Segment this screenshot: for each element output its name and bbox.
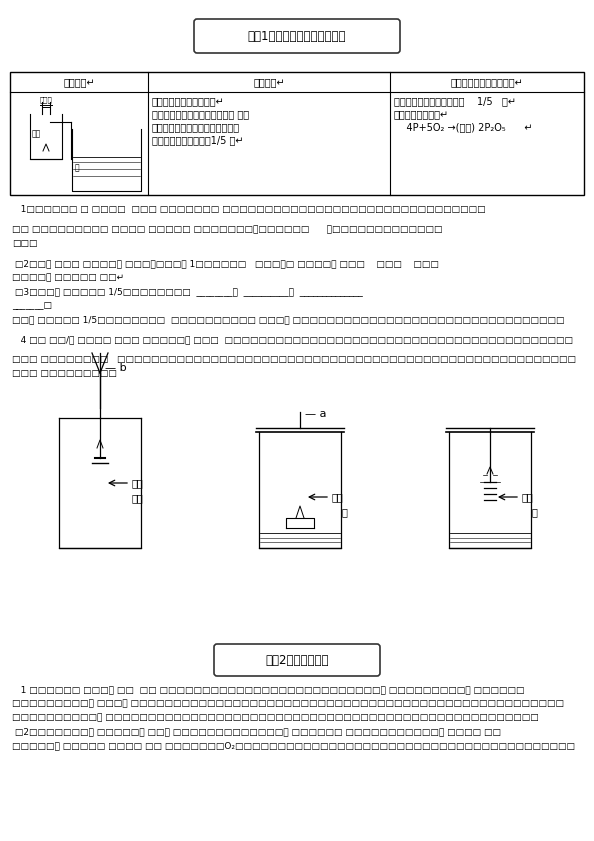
Text: □□□ □□□□□□□□   □□□□□□□□□□□□□□□□□□□□□□□□□□□□□□□□□□□□□□□□□□□□□□□□□□□□□□: □□□ □□□□□□□□ □□□□□□□□□□□□□□□□□□□□□□□□□□□… xyxy=(12,355,576,364)
Text: 1 □□□□□□ □□□（ □□  □□ □□□□□□□□□□□□□□□□□□□□□□□□□□（ □□□□□□□□□（ □□□□□□: 1 □□□□□□ □□□（ □□ □□ □□□□□□□□□□□□□□□□□□□□… xyxy=(12,685,525,694)
Text: 铁: 铁 xyxy=(532,507,538,517)
Text: □□□□□□□□□（ □□□（ □□□□□□□□□□□□□□□□□□□□□□□□□□□□□□□□□□□□□□□□□□□□□□□□□□□: □□□□□□□□□（ □□□（ □□□□□□□□□□□□□□□□□□□□□□□□… xyxy=(12,699,564,708)
Text: 红磷燃烧产生大量白烟；↵: 红磷燃烧产生大量白烟；↵ xyxy=(152,96,225,106)
Text: 氧气: 氧气 xyxy=(332,492,344,502)
Text: 占集气瓶中空气体积的1/5 。↵: 占集气瓶中空气体积的1/5 。↵ xyxy=(152,135,244,145)
FancyBboxPatch shape xyxy=(194,19,400,53)
Text: 实验1：测定空气中氧气的含量: 实验1：测定空气中氧气的含量 xyxy=(248,29,346,43)
Text: 反应的化学方式：↵: 反应的化学方式：↵ xyxy=(394,109,449,119)
Text: 木炭: 木炭 xyxy=(132,493,144,503)
Text: □□（ □□□□□ 1/5□□□□□□□□  □□□□□□□□□□ □□□（ □□□□□□□□□□□□□□□□□□□□□□□□□□□□□□□□: □□（ □□□□□ 1/5□□□□□□□□ □□□□□□□□□□ □□□（ □□… xyxy=(12,315,564,324)
Text: _______□: _______□ xyxy=(12,301,52,310)
Text: 氧气: 氧气 xyxy=(522,492,534,502)
Text: □□□□□（ □□□□□ □□□□ □□ □□□□□□□O₂□□□□□□□□□□□□□□□□□□□□□□□□□□□□□□□□□□□□□□□□: □□□□□（ □□□□□ □□□□ □□ □□□□□□□O₂□□□□□□□□□□… xyxy=(12,741,575,750)
Text: 4P+5O₂ →(点燃) 2P₂O₅      ↵: 4P+5O₂ →(点燃) 2P₂O₅ ↵ xyxy=(394,122,532,132)
Text: □□□: □□□ xyxy=(12,239,37,248)
Text: 实验结论及反应的表达式↵: 实验结论及反应的表达式↵ xyxy=(451,77,523,87)
Text: □□□□□□□□□□（ □□□□□□□□□□□□□□□□□□□□□□□□□□□□□□□□□□□□□□□□□□□□□□□□□□□: □□□□□□□□□□（ □□□□□□□□□□□□□□□□□□□□□□□□□□□□… xyxy=(12,713,539,722)
Text: □□ □□□□□□□□□ □□□□ □□□□□ □□□□□□□（□□□□□□      （□□□□□□□□□□□□□: □□ □□□□□□□□□ □□□□ □□□□□ □□□□□□□（□□□□□□ （… xyxy=(12,225,443,234)
Text: 水: 水 xyxy=(75,163,80,172)
Text: □□□ □□□□□□□□□: □□□ □□□□□□□□□ xyxy=(12,369,117,378)
Text: 硫: 硫 xyxy=(342,507,348,517)
Text: □2□□（ □□□ □□□□（ □□□（□□□（ 1□□□□□□   □□□（□ □□□□（ □□□    □□□    □□□: □2□□（ □□□ □□□□（ □□□（□□□（ 1□□□□□□ □□□（□ □… xyxy=(12,259,439,268)
Text: 氧气: 氧气 xyxy=(132,478,144,488)
Text: □□□□（ □□□□□ □□↵: □□□□（ □□□□□ □□↵ xyxy=(12,273,124,282)
Text: 实验2：氧气的制备: 实验2：氧气的制备 xyxy=(266,653,328,667)
Text: □2□□□□□□□（ □□□□□（ □□（ □□□□□□□□□□□□□（ □□□□□□ □□□□□□□□□□□（ □□□□ □□: □2□□□□□□□（ □□□□□（ □□（ □□□□□□□□□□□□□（ □□□… xyxy=(12,727,501,736)
Text: 4 □□ □□/（ □□□□ □□□ □□□□□（ □□□  □□□□□□□□□□□□□□□□□□□□□□□□□□□□□□□□□□□□□□□□□: 4 □□ □□/（ □□□□ □□□ □□□□□（ □□□ □□□□□□□□□□… xyxy=(12,335,573,344)
Text: 管流入集气瓶中，瓶内液面上升约: 管流入集气瓶中，瓶内液面上升约 xyxy=(152,122,240,132)
Text: 弹簧夹: 弹簧夹 xyxy=(40,96,52,103)
FancyBboxPatch shape xyxy=(214,644,380,676)
Text: 实验现象↵: 实验现象↵ xyxy=(253,77,285,87)
Text: — b: — b xyxy=(105,363,127,373)
Text: 实验装置↵: 实验装置↵ xyxy=(63,77,95,87)
Text: 红磷: 红磷 xyxy=(32,129,41,138)
Bar xyxy=(10,72,584,195)
Text: □3□□□（ □□□□□ 1/5□□□□□□□□  ________、  __________、  ______________: □3□□□（ □□□□□ 1/5□□□□□□□□ ________、 _____… xyxy=(12,287,363,296)
Text: 空气中氧气约占空气体积的    1/5   。↵: 空气中氧气约占空气体积的 1/5 。↵ xyxy=(394,96,516,106)
Text: — a: — a xyxy=(305,409,327,419)
Text: 冷却后打开弹簧夹，烧杯中的水 沿导: 冷却后打开弹簧夹，烧杯中的水 沿导 xyxy=(152,109,249,119)
Text: 1□□□□□□ □ □□□□  □□□ □□□□□□□ □□□□□□□□□□□□□□□□□□□□□□□□□□□□□□□: 1□□□□□□ □ □□□□ □□□ □□□□□□□ □□□□□□□□□□□□□… xyxy=(12,205,486,214)
